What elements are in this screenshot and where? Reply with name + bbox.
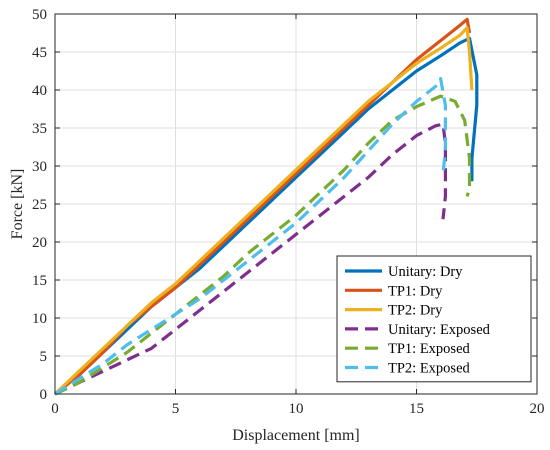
legend-label: TP1: Exposed <box>388 341 471 357</box>
x-tick-label: 10 <box>289 401 304 417</box>
y-tick-label: 35 <box>32 121 47 137</box>
legend-label: TP2: Dry <box>388 303 443 319</box>
legend-label: Unitary: Exposed <box>388 322 491 338</box>
x-axis-title: Displacement [mm] <box>232 427 360 444</box>
y-tick-label: 30 <box>32 159 47 175</box>
series-line-4 <box>54 122 447 396</box>
legend: Unitary: Dry TP1: Dry TP2: Dry Unitary: Exp… <box>336 255 532 383</box>
y-tick-label: 10 <box>32 311 47 327</box>
legend-box <box>336 255 532 383</box>
y-tick-label: 15 <box>32 273 47 289</box>
y-tick-label: 0 <box>40 387 48 403</box>
legend-label: TP2: Exposed <box>388 361 471 377</box>
y-tick-label: 40 <box>32 83 47 99</box>
x-tick-label: 20 <box>530 401 545 417</box>
y-tick-label: 5 <box>40 349 48 365</box>
axis-ticks: 0 5 10 15 20 0 5 10 15 20 25 30 35 40 45 50 <box>32 7 545 417</box>
y-axis-title: Force [kN] <box>9 169 26 240</box>
data-series-group <box>53 17 479 396</box>
series-line-3 <box>53 26 474 396</box>
y-tick-label: 20 <box>32 235 47 251</box>
x-tick-label: 5 <box>172 401 180 417</box>
y-tick-label: 45 <box>32 45 47 61</box>
y-tick-label: 50 <box>32 7 47 23</box>
x-tick-label: 0 <box>51 401 59 417</box>
x-tick-label: 15 <box>409 401 424 417</box>
legend-label: Unitary: Dry <box>388 264 463 280</box>
y-tick-label: 25 <box>32 197 47 213</box>
legend-label: TP1: Dry <box>388 283 443 299</box>
